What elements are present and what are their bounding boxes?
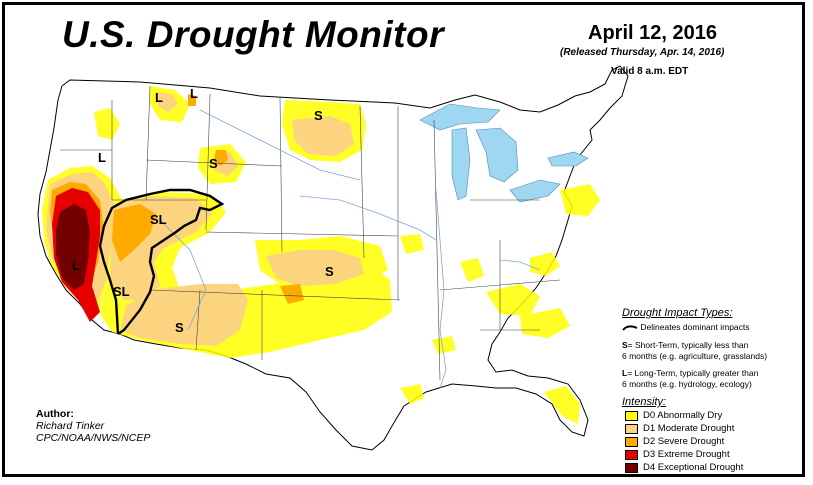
intensity-legend-title: Intensity: [622,396,667,408]
legend-d0-swatch [625,410,638,421]
legend-d2-swatch [625,436,638,447]
legend-d2-label: D2 Severe Drought [643,436,725,447]
impact-long-key: L [622,368,628,378]
legend-d4-swatch [625,462,638,473]
great-lakes [419,103,589,203]
label-nd-s: S [314,108,323,123]
impact-line-icon [622,325,638,331]
impact-short-row: S= Short-Term, typically less than [622,340,748,351]
impact-long-desc: = Long-Term, typically greater than [627,368,759,378]
legend-d0-label: D0 Abnormally Dry [643,410,723,421]
legend-d1-swatch [625,423,638,434]
author-title: Author: [36,408,74,420]
legend-d2: D2 Severe Drought [625,436,724,447]
label-mt-l1: L [155,90,163,105]
legend-d4: D4 Exceptional Drought [625,462,743,473]
map-title: U.S. Drought Monitor [62,14,444,55]
dominant-impact-line [98,188,225,335]
impact-long-desc-2: 6 months (e.g. hydrology, ecology) [622,379,752,389]
author-name: Richard Tinker [36,420,105,432]
impact-short-desc: = Short-Term, typically less than [627,340,749,350]
legend-d3-label: D3 Extreme Drought [643,449,730,460]
valid-time: Valid 8 a.m. EDT [611,66,689,77]
legend-d3-swatch [625,449,638,460]
label-az-s: S [175,320,184,335]
impact-short-key: S [622,340,628,350]
label-nv-sl: SL [150,212,167,227]
state-borders [60,85,561,381]
dominant-impact-line-ca [98,245,120,335]
legend-d4-label: D4 Exceptional Drought [643,462,744,473]
label-az-sl: SL [113,284,130,299]
label-or-l: L [98,150,106,165]
label-ca-l: L [72,258,80,273]
impact-long-row-2: 6 months (e.g. hydrology, ecology) [622,379,752,390]
impact-line-row: Delineates dominant impacts [622,322,750,333]
map-date: April 12, 2016 [588,22,717,44]
release-date: (Released Thursday, Apr. 14, 2016) [560,47,725,58]
author-org: CPC/NOAA/NWS/NCEP [36,432,151,444]
impact-legend-title: Drought Impact Types: [622,307,733,319]
author-block: Author: Richard Tinker CPC/NOAA/NWS/NCEP [36,408,150,444]
label-ks-s: S [325,264,334,279]
label-wy-s: S [209,156,218,171]
legend-d1: D1 Moderate Drought [625,423,734,434]
impact-short-desc-2: 6 months (e.g. agriculture, grasslands) [622,351,768,361]
rivers [159,109,541,389]
label-mt-l2: L [190,86,198,101]
legend-d1-label: D1 Moderate Drought [643,423,735,434]
impact-long-row: L= Long-Term, typically greater than [622,368,758,379]
impact-short-row-2: 6 months (e.g. agriculture, grasslands) [622,351,767,362]
legend-d0: D0 Abnormally Dry [625,410,722,421]
d4-regions [56,204,90,290]
legend-d3: D3 Extreme Drought [625,449,730,460]
impact-line-desc: Delineates dominant impacts [640,322,750,332]
